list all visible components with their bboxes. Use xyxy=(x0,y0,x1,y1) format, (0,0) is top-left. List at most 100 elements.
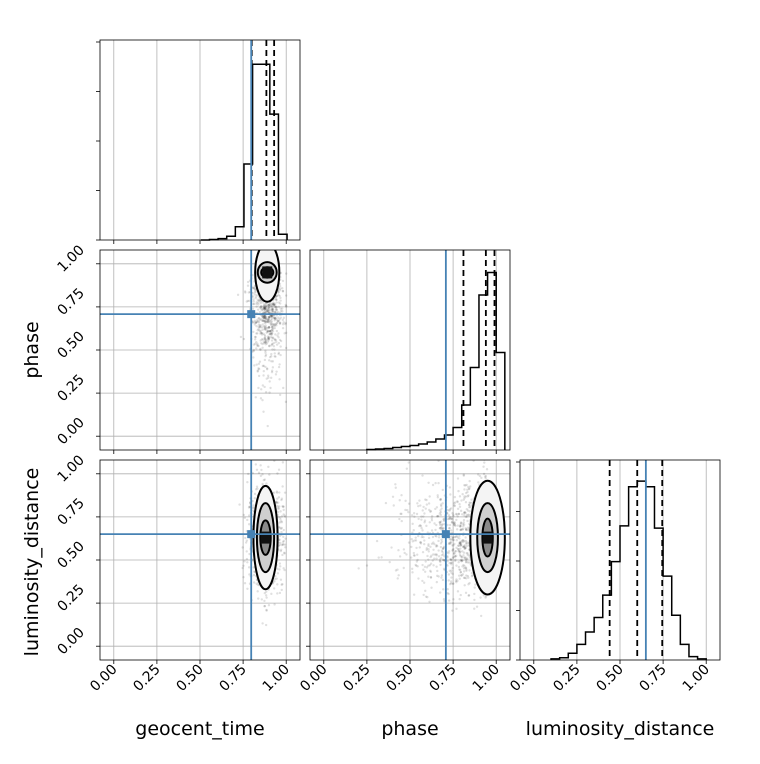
scatter-luminosity-distance-vs-phase-point xyxy=(420,515,423,518)
scatter-luminosity-distance-vs-phase-point xyxy=(437,555,441,558)
scatter-phase-vs-geocent-time-point xyxy=(266,320,269,323)
scatter-phase-vs-geocent-time-point xyxy=(267,338,270,342)
scatter-luminosity-distance-vs-phase-point xyxy=(431,535,435,539)
scatter-phase-vs-geocent-time-point xyxy=(263,325,266,329)
scatter-luminosity-distance-vs-phase-point xyxy=(438,522,442,525)
scatter-phase-vs-geocent-time-point xyxy=(271,360,275,363)
scatter-phase-vs-geocent-time-point xyxy=(262,374,265,377)
scatter-luminosity-distance-vs-phase-point xyxy=(403,551,406,555)
scatter-phase-vs-geocent-time-point xyxy=(279,287,282,290)
scatter-luminosity-distance-vs-geocent-time-point xyxy=(272,587,276,590)
scatter-phase-vs-geocent-time-point xyxy=(263,320,267,323)
scatter-luminosity-distance-vs-phase-point xyxy=(422,515,425,518)
scatter-luminosity-distance-vs-phase-point xyxy=(455,546,458,550)
scatter-luminosity-distance-vs-phase-point xyxy=(465,542,468,546)
scatter-phase-vs-geocent-time-point xyxy=(274,298,278,302)
scatter-phase-vs-geocent-time-point xyxy=(273,324,277,328)
scatter-luminosity-distance-vs-phase-point xyxy=(454,579,458,583)
scatter-luminosity-distance-vs-phase-point xyxy=(464,556,467,559)
scatter-luminosity-distance-vs-geocent-time-point xyxy=(257,471,261,475)
scatter-phase-vs-geocent-time-point xyxy=(259,325,262,329)
scatter-luminosity-distance-vs-phase-point xyxy=(430,542,434,545)
scatter-phase-vs-geocent-time-point xyxy=(269,315,272,319)
scatter-phase-vs-geocent-time-point xyxy=(270,333,273,336)
scatter-luminosity-distance-vs-phase-point xyxy=(440,554,444,557)
scatter-luminosity-distance-vs-phase-point xyxy=(462,473,465,476)
scatter-phase-vs-geocent-time-point xyxy=(257,367,261,371)
scatter-luminosity-distance-vs-phase-point xyxy=(469,485,472,488)
scatter-phase-vs-geocent-time-point xyxy=(271,366,275,369)
scatter-phase-vs-geocent-time-point xyxy=(263,316,266,320)
hist-geocent-time xyxy=(96,39,301,244)
scatter-phase-vs-geocent-time-point xyxy=(266,310,269,313)
scatter-luminosity-distance-vs-phase-point xyxy=(425,566,429,569)
scatter-luminosity-distance-vs-phase-point xyxy=(439,527,442,530)
scatter-luminosity-distance-vs-geocent-time-point xyxy=(282,539,285,543)
scatter-luminosity-distance-vs-phase-point xyxy=(415,512,419,516)
scatter-luminosity-distance-vs-phase-point xyxy=(439,545,443,549)
scatter-phase-vs-geocent-time-point xyxy=(252,286,255,290)
scatter-luminosity-distance-vs-phase-point xyxy=(442,518,446,521)
scatter-luminosity-distance-vs-phase-point xyxy=(424,595,428,598)
scatter-luminosity-distance-vs-phase-point xyxy=(463,511,466,515)
scatter-luminosity-distance-vs-phase-point xyxy=(473,586,476,589)
scatter-luminosity-distance-vs-phase-point xyxy=(465,569,468,572)
scatter-luminosity-distance-vs-phase-point xyxy=(438,520,442,524)
scatter-phase-vs-geocent-time-point xyxy=(273,323,276,326)
scatter-luminosity-distance-vs-phase-point xyxy=(461,565,464,568)
scatter-luminosity-distance-vs-phase-point xyxy=(421,550,425,554)
scatter-luminosity-distance-vs-phase-point xyxy=(448,561,451,565)
scatter-luminosity-distance-vs-phase-point xyxy=(457,548,460,551)
scatter-phase-vs-geocent-time-point xyxy=(267,306,270,310)
scatter-phase-vs-geocent-time-point xyxy=(264,315,267,318)
scatter-phase-vs-geocent-time-point xyxy=(270,322,274,326)
scatter-phase-vs-geocent-time-point xyxy=(264,353,268,357)
scatter-luminosity-distance-vs-phase-point xyxy=(451,582,454,585)
scatter-luminosity-distance-vs-phase-point xyxy=(429,545,432,549)
scatter-phase-vs-geocent-time-point xyxy=(272,345,276,348)
scatter-luminosity-distance-vs-geocent-time-point xyxy=(283,515,287,518)
scatter-phase-vs-geocent-time-point xyxy=(266,330,270,333)
scatter-luminosity-distance-vs-phase-point xyxy=(463,495,466,498)
scatter-luminosity-distance-vs-geocent-time-point xyxy=(283,491,287,494)
scatter-luminosity-distance-vs-phase-point xyxy=(452,522,456,525)
scatter-luminosity-distance-vs-geocent-time-point xyxy=(261,482,264,486)
scatter-luminosity-distance-vs-phase-point xyxy=(462,563,465,567)
scatter-luminosity-distance-vs-geocent-time-point xyxy=(263,478,267,481)
scatter-luminosity-distance-vs-phase-point xyxy=(463,496,466,500)
scatter-phase-vs-geocent-time-point xyxy=(264,311,267,314)
scatter-luminosity-distance-vs-phase-point xyxy=(394,486,397,489)
scatter-phase-vs-geocent-time-point xyxy=(282,386,285,390)
scatter-luminosity-distance-vs-phase-point xyxy=(391,495,395,498)
scatter-phase-vs-geocent-time-point xyxy=(268,355,272,359)
scatter-phase-vs-geocent-time-point xyxy=(268,380,271,383)
scatter-luminosity-distance-vs-phase-point xyxy=(462,567,466,570)
scatter-luminosity-distance-vs-phase-point xyxy=(451,537,454,541)
scatter-phase-vs-geocent-time-point xyxy=(253,321,256,324)
scatter-phase-vs-geocent-time-point xyxy=(270,325,274,329)
scatter-luminosity-distance-vs-geocent-time-point xyxy=(255,485,259,488)
scatter-phase-vs-geocent-time-point xyxy=(261,384,265,387)
scatter-phase-vs-geocent-time-point xyxy=(255,295,258,298)
scatter-luminosity-distance-vs-phase-point xyxy=(449,535,453,538)
scatter-luminosity-distance-vs-phase-point xyxy=(464,546,467,549)
scatter-phase-vs-geocent-time-point xyxy=(275,324,278,327)
scatter-luminosity-distance-vs-phase-point xyxy=(459,521,463,524)
scatter-luminosity-distance-vs-phase-point xyxy=(434,528,437,532)
scatter-phase-vs-geocent-time-point xyxy=(271,309,274,312)
scatter-phase-vs-geocent-time-point xyxy=(284,303,287,307)
scatter-luminosity-distance-vs-phase-point xyxy=(463,545,466,548)
scatter-luminosity-distance-vs-phase-point xyxy=(455,528,459,531)
scatter-luminosity-distance-vs-phase-point xyxy=(449,542,452,546)
scatter-phase-vs-geocent-time-point xyxy=(263,327,266,331)
scatter-luminosity-distance-vs-phase-point xyxy=(459,559,462,562)
scatter-luminosity-distance-vs-phase-point xyxy=(459,542,462,545)
scatter-luminosity-distance-vs-phase-point xyxy=(423,542,426,546)
scatter-luminosity-distance-vs-phase-point xyxy=(431,559,434,562)
scatter-luminosity-distance-vs-geocent-time-point xyxy=(248,573,251,576)
scatter-luminosity-distance-vs-phase-point xyxy=(452,515,455,518)
scatter-phase-vs-geocent-time-point xyxy=(273,317,276,321)
scatter-luminosity-distance-vs-phase-point xyxy=(433,522,436,525)
scatter-luminosity-distance-vs-phase-point xyxy=(464,591,468,595)
scatter-phase-vs-geocent-time-point xyxy=(265,321,268,324)
